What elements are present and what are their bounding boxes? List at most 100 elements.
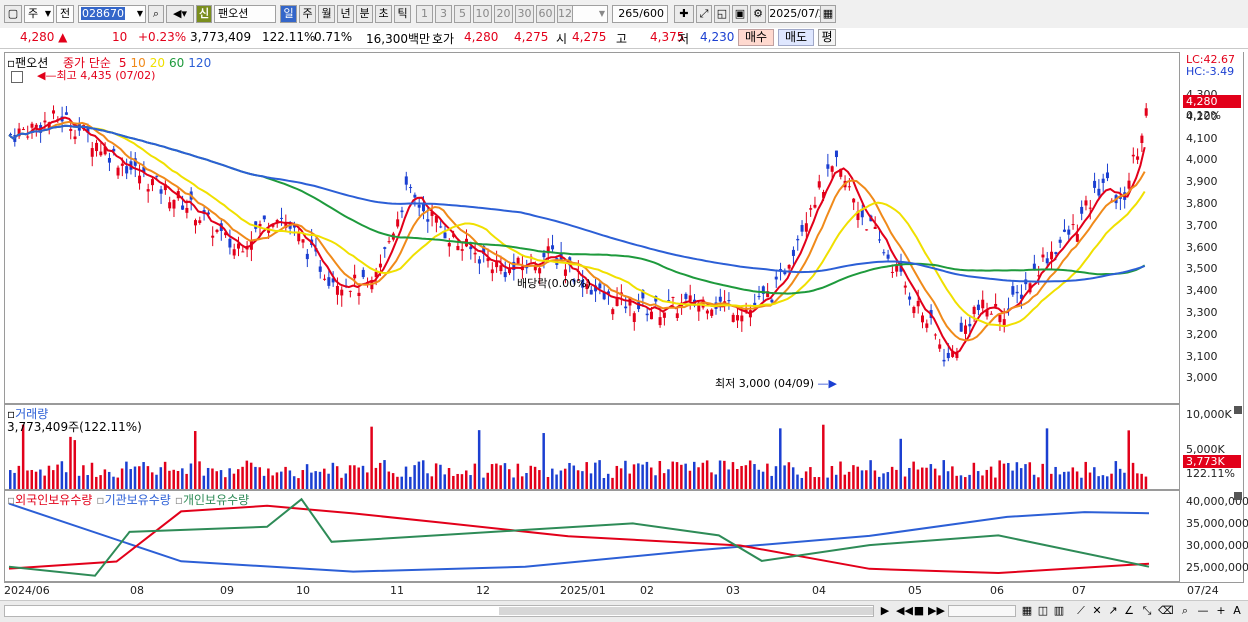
period-tab[interactable]: 초	[375, 5, 392, 23]
volume-bar	[908, 467, 911, 489]
stock-name-field[interactable]: 팬오션	[214, 5, 276, 23]
interval-tab[interactable]: 30	[515, 5, 534, 23]
scroll-right-icon[interactable]: ▶	[880, 604, 890, 617]
volume-bar	[809, 467, 812, 489]
period-tab[interactable]: 월	[318, 5, 335, 23]
gear-icon[interactable]: ⚙	[750, 5, 766, 23]
market2-button[interactable]: 전	[56, 5, 74, 23]
layout-icon[interactable]: ▢	[4, 5, 22, 23]
period-tab[interactable]: 년	[337, 5, 354, 23]
interval-tab[interactable]: 10	[473, 5, 492, 23]
font-size-icon[interactable]: A	[1233, 604, 1241, 617]
price-chart[interactable]	[5, 53, 1179, 403]
volume-bar	[542, 433, 545, 489]
zoom-out-icon[interactable]: —	[1197, 604, 1209, 617]
price-chart-panel[interactable]: ▫팬오션 종가 단순 5 10 20 60 120 ◀—최고 4,435 (07/02)…	[4, 52, 1180, 404]
volume-bar	[624, 460, 627, 489]
volume-bar	[116, 477, 120, 489]
period-tab[interactable]: 틱	[394, 5, 411, 23]
sound-icon[interactable]: ◀▾	[166, 5, 194, 23]
market-select[interactable]: 주 ▼	[24, 5, 54, 23]
candle-body	[125, 166, 129, 174]
collapse-icon[interactable]	[1234, 406, 1242, 414]
grid-icon[interactable]: ▦	[1021, 604, 1033, 617]
price-y-label: 3,500	[1186, 262, 1218, 276]
period-tab[interactable]: 주	[299, 5, 316, 23]
fast-forward-icon[interactable]: ▶▶	[928, 604, 945, 617]
text-tool-icon[interactable]: ⤡	[1142, 604, 1152, 617]
rewind-icon[interactable]: ◀◀	[896, 604, 913, 617]
candle-body	[1071, 224, 1075, 226]
interval-tab[interactable]: 3	[435, 5, 452, 23]
volume-bar	[409, 476, 412, 489]
sell-button[interactable]: 매도	[778, 29, 814, 46]
line-tool-icon[interactable]: ⟋	[1077, 604, 1085, 617]
holdings-chart[interactable]	[5, 491, 1179, 581]
period-tab[interactable]: 분	[356, 5, 373, 23]
volume-bar	[882, 473, 885, 489]
volume-bar	[929, 464, 933, 489]
candle-body	[421, 204, 425, 212]
ruler-icon[interactable]: ◱	[714, 5, 730, 23]
date-field[interactable]: 2025/07/24	[768, 5, 834, 23]
scroll-thumb[interactable]	[499, 607, 873, 615]
volume-bar	[1105, 476, 1109, 489]
volume-bar	[877, 476, 881, 489]
draw-icon[interactable]: ⤢	[696, 5, 712, 23]
zoom-in-icon[interactable]: +	[1216, 604, 1226, 617]
scroll-track[interactable]	[4, 605, 874, 617]
volume-bar	[460, 474, 464, 489]
price-y-label: 4,000	[1186, 153, 1218, 167]
stop-icon[interactable]: ■	[913, 604, 925, 617]
candle-body	[387, 241, 391, 243]
layout-icon[interactable]: ▥	[1053, 604, 1065, 617]
save-icon[interactable]: ▣	[732, 5, 748, 23]
volume-bar	[34, 471, 38, 489]
candle-body	[632, 313, 636, 322]
hoga-label: 호가	[432, 32, 455, 46]
volume-bar	[976, 471, 980, 489]
volume-bar	[1088, 472, 1092, 489]
scroll-bar[interactable]: ▶ ◀◀ ■ ▶▶ ▦ ◫ ▥ ⟋ ✕ ↗ ∠ ⤡ ⌫ ⌕ — + A	[0, 600, 1248, 622]
count-display[interactable]: 265/600	[612, 5, 668, 23]
eraser-icon[interactable]: ⌫	[1158, 604, 1174, 617]
grid-toggle-icon[interactable]	[11, 71, 23, 83]
stock-code-input[interactable]: 028670 ▼	[78, 5, 146, 23]
interval-tab[interactable]: 1	[416, 5, 433, 23]
interval-tab[interactable]: 20	[494, 5, 513, 23]
search-icon[interactable]: ⌕	[148, 5, 164, 23]
average-button[interactable]: 평	[818, 29, 836, 46]
interval-tab[interactable]: 5	[454, 5, 471, 23]
volume-title-text: 거래량	[15, 407, 49, 421]
calendar-icon[interactable]: ▦	[820, 5, 836, 23]
angle-tool-icon[interactable]: ∠	[1124, 604, 1134, 617]
interval-dropdown[interactable]: ▼	[572, 5, 608, 23]
volume-bar	[185, 473, 188, 489]
period-tab[interactable]: 일	[280, 5, 297, 23]
volume-bar	[589, 473, 593, 489]
zoom-icon[interactable]: ⌕	[1181, 604, 1189, 617]
volume-bar	[318, 471, 322, 489]
volume-bar	[331, 462, 335, 489]
candle-body	[938, 344, 942, 349]
volume-chart[interactable]	[5, 405, 1179, 489]
volume-bar	[1084, 461, 1087, 489]
zoom-slider[interactable]	[948, 605, 1016, 617]
holdings-panel[interactable]: ▫외국인보유수량 ▫기관보유수량 ▫개인보유수량	[4, 490, 1180, 582]
collapse-icon[interactable]	[1234, 492, 1242, 500]
volume-bar	[366, 472, 369, 489]
candle-body	[925, 323, 929, 328]
market-select-value: 주	[28, 7, 39, 20]
volume-bar	[705, 460, 709, 489]
trend-tool-icon[interactable]: ↗	[1108, 604, 1118, 617]
buy-button[interactable]: 매수	[738, 29, 774, 46]
cross-tool-icon[interactable]: ✕	[1092, 604, 1102, 617]
volume-bar	[796, 474, 799, 489]
volume-panel[interactable]: ▫거래량 3,773,409주(122.11%)	[4, 404, 1180, 490]
candle-body	[598, 283, 602, 289]
compare-icon[interactable]: ◫	[1037, 604, 1049, 617]
current-volume-tag: 3,773K	[1183, 455, 1241, 468]
crosshair-icon[interactable]: ✚	[674, 5, 694, 23]
interval-tab[interactable]: 60	[536, 5, 555, 23]
volume-bar	[602, 477, 606, 489]
